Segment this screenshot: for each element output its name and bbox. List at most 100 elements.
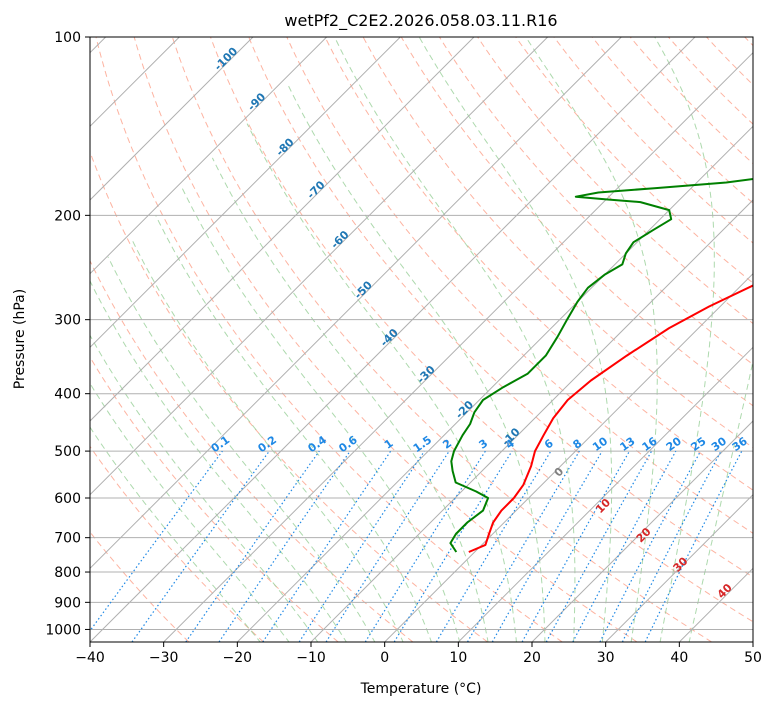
x-tick-label: 40 <box>670 650 688 666</box>
moist-adiabat <box>90 382 290 642</box>
mixing-ratio-line <box>466 450 580 642</box>
mixing-ratio-line <box>521 450 631 642</box>
mixing-ratio-label: 3 <box>477 437 491 452</box>
isotherm-line <box>90 37 401 349</box>
dry-adiabat <box>706 37 753 86</box>
x-tick-label: 10 <box>449 650 467 666</box>
isotherm-line <box>90 37 254 201</box>
dry-adiabat <box>668 37 753 125</box>
plot-frame <box>89 36 754 643</box>
temperature-profile <box>468 284 753 553</box>
y-tick-label: 1000 <box>45 622 81 638</box>
moist-adiabat <box>90 426 261 642</box>
dry-adiabat <box>90 356 339 642</box>
x-tick-label: −30 <box>149 650 179 666</box>
y-tick-label: 900 <box>54 595 81 611</box>
x-tick-label: 50 <box>744 650 762 666</box>
moist-adiabat <box>181 187 461 642</box>
mixing-ratio-line <box>131 450 270 642</box>
dry-adiabat <box>515 37 753 284</box>
mixing-ratio-label: 0.4 <box>306 433 330 455</box>
isotherm-label: -80 <box>273 135 296 158</box>
moist-adiabat <box>246 123 518 642</box>
isotherm-line <box>90 37 328 275</box>
dry-adiabat <box>477 37 753 325</box>
x-tick-label: −10 <box>296 650 326 666</box>
y-tick-label: 200 <box>54 208 81 224</box>
moist-adiabat <box>334 37 576 642</box>
isotherm-line <box>310 199 753 642</box>
isotherm-label: -10 <box>499 425 522 448</box>
mixing-ratio-label: 0.1 <box>209 433 232 455</box>
x-tick-label: −20 <box>223 650 253 666</box>
mixing-ratio-line <box>298 450 425 642</box>
mixing-ratio-label: 0.6 <box>336 433 360 455</box>
y-tick-label: 600 <box>54 491 81 507</box>
dry-adiabat <box>171 37 712 642</box>
y-tick-label: 800 <box>54 565 81 581</box>
isotherm-label: -90 <box>245 90 268 113</box>
x-tick-label: 30 <box>597 650 615 666</box>
mixing-ratio-label: 6 <box>542 437 556 452</box>
y-tick-label: 400 <box>54 387 81 403</box>
isotherm-label: -60 <box>328 228 351 251</box>
mixing-ratio-line <box>599 450 702 642</box>
moist-adiabat <box>90 334 319 642</box>
isotherm-label: -40 <box>378 326 401 349</box>
mixing-ratio-label: 1.5 <box>411 433 434 455</box>
dry-adiabat <box>90 150 488 642</box>
dry-adiabat <box>629 37 753 165</box>
isotherm-label: -70 <box>304 178 327 201</box>
dry-adiabat <box>744 37 753 47</box>
dry-adiabat <box>210 37 753 623</box>
moist-adiabat-label: 40 <box>715 581 735 601</box>
isotherm-line <box>90 37 696 642</box>
chart-title: wetPf2_C2E2.2026.058.03.11.R16 <box>284 11 557 31</box>
isotherm-line <box>678 567 753 642</box>
mixing-ratio-line <box>491 450 603 642</box>
isotherm-line <box>163 51 753 642</box>
dry-adiabat <box>553 37 753 244</box>
moist-adiabat <box>107 256 376 642</box>
x-axis-label: Temperature (°C) <box>360 681 482 697</box>
isotherm-line <box>384 272 753 642</box>
isotherm-label: -100 <box>212 44 241 73</box>
y-tick-label: 100 <box>54 30 81 46</box>
isotherm-label: -50 <box>352 278 375 301</box>
dry-adiabat <box>133 37 638 642</box>
mixing-ratio-line <box>572 450 677 642</box>
mixing-ratio-line <box>262 450 392 642</box>
mixing-ratio-line <box>545 450 653 642</box>
isotherm-line <box>90 37 475 422</box>
dry-adiabat <box>90 445 264 642</box>
moist-adiabat <box>688 358 753 642</box>
y-tick-label: 300 <box>54 313 81 329</box>
isotherm-line <box>457 346 753 642</box>
moist-adiabat <box>155 215 432 642</box>
y-tick-label: 700 <box>54 531 81 547</box>
y-axis-label: Pressure (hPa) <box>12 289 28 389</box>
moist-adiabat <box>131 239 404 642</box>
inline-labels: 0.1 0.2 0.4 0.6 1 1.5 2 3 4 6 8 10 13 16 20 25 30 36-100-… <box>209 44 750 601</box>
moist-adiabat-label: 10 <box>593 496 613 516</box>
moist-adiabat <box>654 37 715 642</box>
dry-adiabat <box>324 37 753 491</box>
mixing-ratio-line <box>435 450 552 642</box>
moist-adiabat <box>418 37 613 642</box>
mixing-ratio-line <box>325 450 450 642</box>
plot-area <box>90 37 753 642</box>
moist-adiabat <box>525 37 658 642</box>
dry-adiabat <box>90 531 190 642</box>
mixing-ratio-line <box>393 450 513 642</box>
dry-adiabat <box>400 37 753 407</box>
isotherm-line <box>90 37 549 496</box>
moist-adiabat <box>90 279 347 642</box>
isotherm-line <box>236 125 753 642</box>
dry-adiabat <box>248 37 753 578</box>
y-tick-label: 500 <box>54 444 81 460</box>
mixing-ratio-line <box>364 450 486 642</box>
mixing-ratio-line <box>218 450 351 642</box>
isotherm-label: -30 <box>414 363 437 386</box>
x-tick-label: −40 <box>75 650 105 666</box>
